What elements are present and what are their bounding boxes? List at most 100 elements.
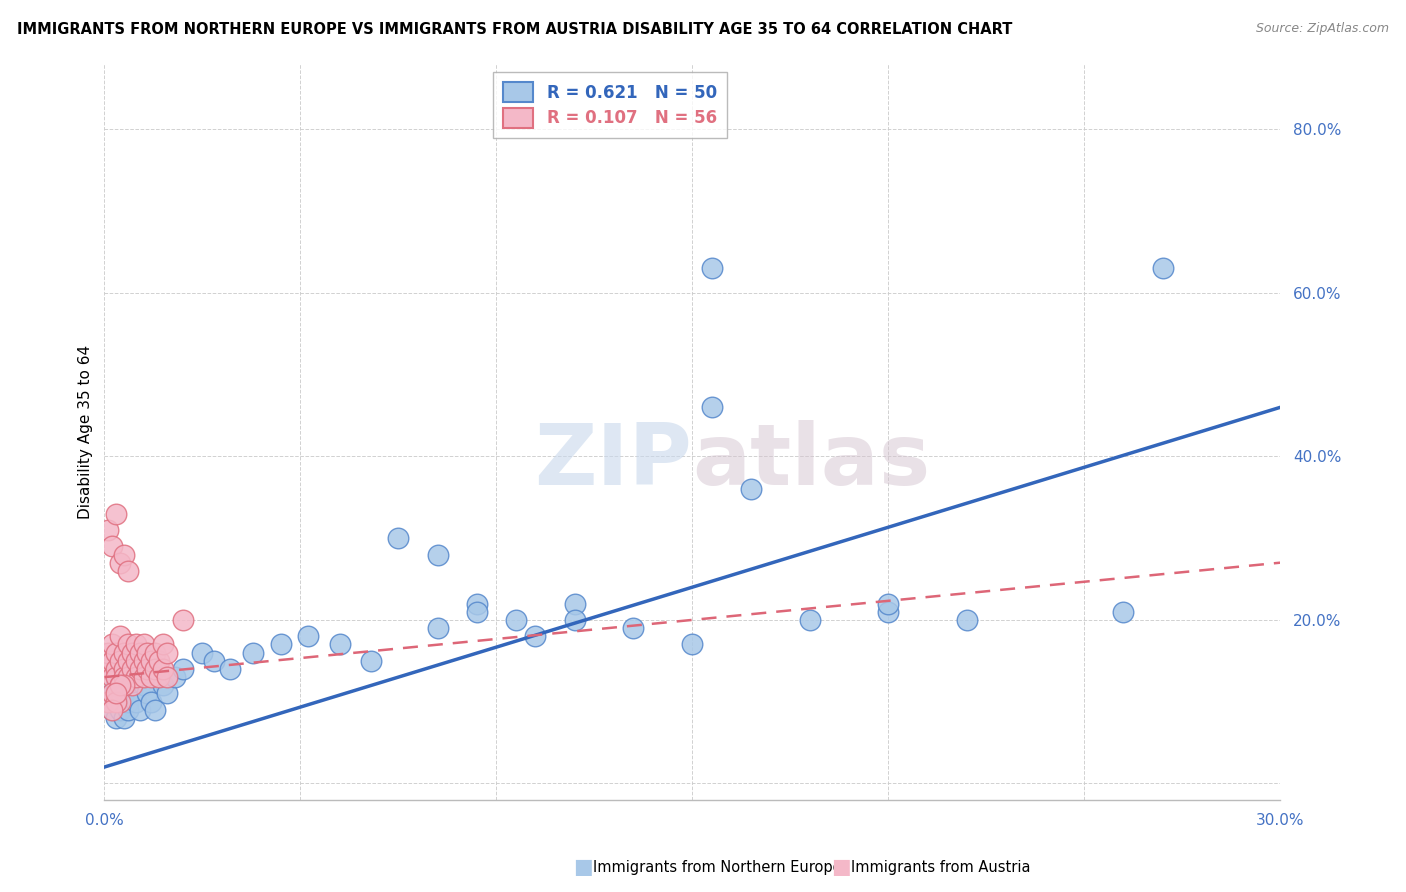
Point <box>877 597 900 611</box>
Point <box>143 662 166 676</box>
Point <box>465 605 488 619</box>
Point <box>141 695 163 709</box>
Point <box>128 662 150 676</box>
Point <box>191 646 214 660</box>
Point <box>105 507 128 521</box>
Text: IMMIGRANTS FROM NORTHERN EUROPE VS IMMIGRANTS FROM AUSTRIA DISABILITY AGE 35 TO : IMMIGRANTS FROM NORTHERN EUROPE VS IMMIG… <box>17 22 1012 37</box>
Text: Immigrants from Northern Europe: Immigrants from Northern Europe <box>593 860 842 874</box>
Point <box>141 654 163 668</box>
Point <box>105 678 128 692</box>
Point <box>112 711 135 725</box>
Point <box>360 654 382 668</box>
Point <box>132 637 155 651</box>
Point <box>156 670 179 684</box>
Point <box>156 646 179 660</box>
Point <box>121 678 143 692</box>
Point <box>799 613 821 627</box>
Point <box>112 678 135 692</box>
Point <box>128 646 150 660</box>
Point <box>117 637 139 651</box>
Point <box>108 695 131 709</box>
Point <box>152 678 174 692</box>
Point <box>700 261 723 276</box>
Point <box>564 597 586 611</box>
Point <box>700 401 723 415</box>
Point <box>101 703 124 717</box>
Point <box>132 654 155 668</box>
Point <box>242 646 264 660</box>
Point <box>105 686 128 700</box>
Point <box>112 670 135 684</box>
Point <box>152 637 174 651</box>
Point <box>121 686 143 700</box>
Point <box>101 670 124 684</box>
Point <box>955 613 977 627</box>
Text: atlas: atlas <box>692 420 931 503</box>
Point <box>148 654 170 668</box>
Point <box>132 678 155 692</box>
Text: Source: ZipAtlas.com: Source: ZipAtlas.com <box>1256 22 1389 36</box>
Point <box>121 646 143 660</box>
Point <box>112 548 135 562</box>
Point <box>623 621 645 635</box>
Point <box>105 695 128 709</box>
Point <box>108 556 131 570</box>
Point <box>152 662 174 676</box>
Point <box>117 564 139 578</box>
Point <box>112 646 135 660</box>
Point <box>387 531 409 545</box>
Point <box>125 695 148 709</box>
Point <box>1112 605 1135 619</box>
Point <box>105 662 128 676</box>
Point <box>465 597 488 611</box>
Point <box>108 654 131 668</box>
Point <box>101 703 124 717</box>
Point <box>101 637 124 651</box>
Point <box>136 662 159 676</box>
Point <box>101 686 124 700</box>
Point <box>426 548 449 562</box>
Point <box>121 662 143 676</box>
Point <box>1152 261 1174 276</box>
Point <box>105 670 128 684</box>
Point <box>143 703 166 717</box>
Point <box>112 686 135 700</box>
Point <box>101 654 124 668</box>
Point <box>328 637 350 651</box>
Point <box>172 662 194 676</box>
Point <box>101 686 124 700</box>
Point <box>105 711 128 725</box>
Point <box>125 637 148 651</box>
Point <box>156 686 179 700</box>
Point <box>108 678 131 692</box>
Point <box>136 686 159 700</box>
Point <box>97 646 120 660</box>
Text: ZIP: ZIP <box>534 420 692 503</box>
Point <box>143 646 166 660</box>
Point <box>564 613 586 627</box>
Point <box>117 695 139 709</box>
Point <box>125 670 148 684</box>
Point <box>505 613 527 627</box>
Point <box>132 670 155 684</box>
Point <box>101 539 124 553</box>
Point <box>270 637 292 651</box>
Point <box>740 482 762 496</box>
Point <box>97 662 120 676</box>
Point <box>108 703 131 717</box>
Point <box>97 695 120 709</box>
Point <box>117 670 139 684</box>
Point <box>108 678 131 692</box>
Point <box>524 629 547 643</box>
Point <box>97 695 120 709</box>
Point <box>108 695 131 709</box>
Y-axis label: Disability Age 35 to 64: Disability Age 35 to 64 <box>79 345 93 519</box>
Point <box>128 703 150 717</box>
Point <box>125 654 148 668</box>
Point <box>117 703 139 717</box>
Text: ■: ■ <box>574 857 593 877</box>
Point <box>877 605 900 619</box>
Text: Immigrants from Austria: Immigrants from Austria <box>851 860 1031 874</box>
Point <box>108 629 131 643</box>
Point <box>112 662 135 676</box>
